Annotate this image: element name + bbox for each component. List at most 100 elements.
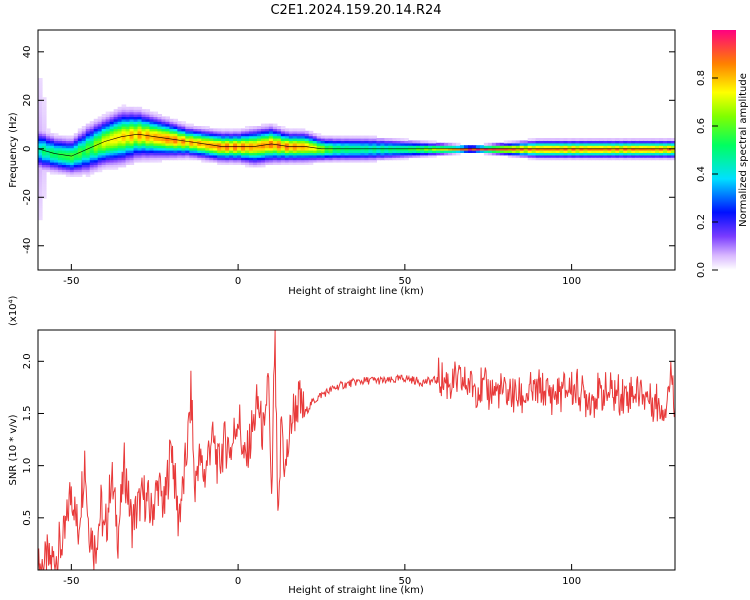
heatmap-cell	[499, 150, 505, 153]
heatmap-cell	[260, 147, 266, 151]
heatmap-cell	[181, 150, 186, 153]
heatmap-cell	[69, 159, 75, 163]
heatmap-cell	[109, 123, 115, 127]
heatmap-cell	[380, 145, 385, 149]
heatmap-cell	[177, 150, 182, 153]
heatmap-cell	[579, 145, 585, 149]
heatmap-cell	[607, 150, 612, 153]
heatmap-cell	[348, 135, 354, 139]
heatmap-cell	[400, 140, 405, 144]
heatmap-cell	[121, 154, 127, 158]
heatmap-cell	[483, 152, 489, 156]
heatmap-cell	[69, 171, 75, 175]
heatmap-cell	[177, 130, 182, 134]
heatmap-cell	[113, 142, 119, 146]
heatmap-cell	[61, 164, 67, 168]
heatmap-cell	[45, 157, 51, 161]
heatmap-cell	[384, 138, 389, 141]
heatmap-cell	[145, 140, 151, 144]
heatmap-cell	[145, 121, 151, 125]
heatmap-cell	[531, 150, 537, 153]
heatmap-cell	[320, 157, 326, 161]
heatmap-cell	[97, 116, 103, 120]
heatmap-cell	[117, 123, 123, 127]
heatmap-cell	[109, 154, 115, 158]
heatmap-cell	[432, 142, 437, 146]
heatmap-cell	[324, 152, 330, 156]
heatmap-cell	[507, 150, 513, 153]
heatmap-cell	[69, 147, 75, 151]
heatmap-cell	[400, 157, 405, 161]
heatmap-cell	[268, 133, 274, 137]
heatmap-cell	[129, 106, 135, 110]
heatmap-cell	[197, 142, 202, 146]
heatmap-cell	[495, 142, 501, 146]
heatmap-cell	[384, 140, 389, 144]
heatmap-cell	[376, 157, 381, 161]
heatmap-cell	[65, 154, 71, 158]
heatmap-cell	[38, 178, 43, 182]
heatmap-cell	[61, 169, 67, 173]
heatmap-cell	[89, 145, 95, 149]
heatmap-cell	[388, 140, 393, 144]
heatmap-cell	[428, 152, 433, 156]
heatmap-cell	[149, 126, 155, 129]
heatmap-cell	[404, 138, 409, 141]
heatmap-cell	[344, 152, 350, 156]
heatmap-cell	[41, 171, 47, 175]
heatmap-cell	[101, 138, 107, 141]
heatmap-cell	[352, 135, 358, 139]
heatmap-cell	[217, 140, 222, 144]
heatmap-cell	[157, 135, 163, 139]
heatmap-cell	[264, 157, 270, 161]
heatmap-cell	[249, 154, 254, 158]
heatmap-cell	[376, 140, 381, 144]
heatmap-cell	[121, 140, 127, 144]
heatmap-cell	[93, 118, 99, 122]
heatmap-cell	[495, 150, 501, 153]
heatmap-cell	[603, 140, 608, 144]
heatmap-cell	[93, 150, 99, 153]
heatmap-cell	[41, 178, 47, 182]
heatmap-cell	[117, 114, 123, 117]
heatmap-cell	[635, 154, 640, 158]
heatmap-cell	[424, 154, 429, 158]
heatmap-cell	[316, 142, 322, 146]
heatmap-cell	[193, 152, 198, 156]
heatmap-cell	[535, 154, 541, 158]
heatmap-cell	[137, 159, 143, 163]
heatmap-cell	[591, 157, 596, 161]
heatmap-cell	[38, 154, 43, 158]
heatmap-cell	[141, 147, 147, 151]
heatmap-cell	[416, 142, 421, 146]
heatmap-cell	[97, 169, 103, 173]
heatmap-cell	[667, 150, 672, 153]
heatmap-cell	[161, 130, 166, 134]
heatmap-cell	[73, 138, 79, 141]
heatmap-cell	[69, 152, 75, 156]
heatmap-cell	[663, 157, 668, 161]
heatmap-cell	[535, 157, 541, 161]
heatmap-cell	[603, 138, 608, 141]
heatmap-cell	[141, 150, 147, 153]
heatmap-cell	[197, 135, 202, 139]
heatmap-cell	[101, 166, 107, 170]
heatmap-cell	[388, 145, 393, 149]
heatmap-cell	[149, 152, 155, 156]
heatmap-cell	[38, 205, 43, 209]
heatmap-cell	[495, 145, 501, 149]
heatmap-cell	[268, 157, 274, 161]
heatmap-cell	[245, 135, 250, 139]
heatmap-cell	[400, 138, 405, 141]
heatmap-cell	[117, 154, 123, 158]
heatmap-cell	[145, 118, 151, 122]
heatmap-cell	[392, 140, 397, 144]
heatmap-cell	[133, 118, 139, 122]
heatmap-cell	[149, 130, 155, 134]
heatmap-cell	[296, 162, 302, 165]
heatmap-cell	[38, 102, 43, 105]
heatmap-cell	[137, 145, 143, 149]
heatmap-cell	[587, 145, 592, 149]
heatmap-cell	[268, 138, 274, 141]
heatmap-cell	[113, 121, 119, 125]
